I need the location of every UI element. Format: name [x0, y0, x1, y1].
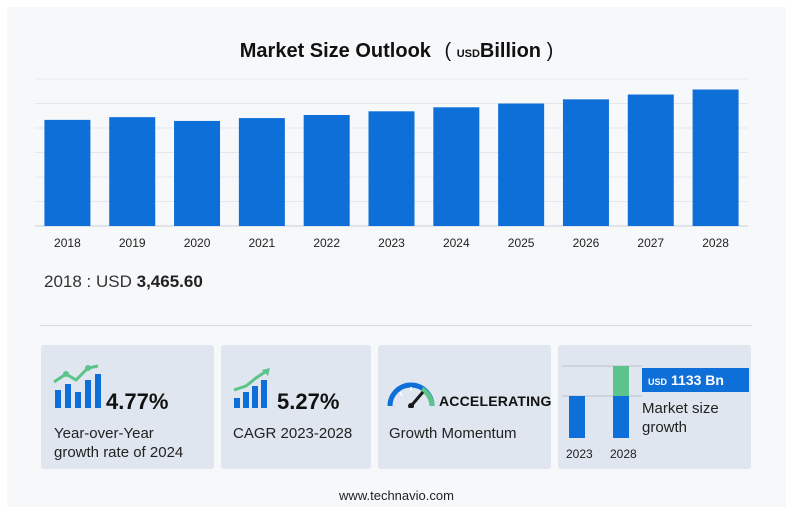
market-caption-line1: Market size	[642, 400, 719, 417]
footer-url[interactable]: www.technavio.com	[339, 488, 454, 503]
cagr-caption: CAGR 2023-2028	[233, 425, 353, 442]
unit-main: Billion	[479, 40, 542, 62]
x-tick-label-2022: 2022	[313, 236, 340, 250]
bar-2019	[109, 117, 156, 226]
momentum-caption: Growth Momentum	[389, 425, 517, 442]
bar-chart: 2018 2019 2020 2021 2022 2023 2024 2025 2026 2027…	[35, 78, 748, 250]
x-tick-label-2020: 2020	[184, 236, 211, 250]
bar-2023	[368, 111, 415, 226]
yoy-value: 4.77%	[106, 389, 169, 414]
bar-2020	[174, 120, 221, 226]
momentum-value: ACCELERATING	[439, 393, 552, 409]
mini-bar-2023	[569, 396, 585, 438]
cagr-value: 5.27%	[277, 389, 340, 414]
base-year-value: 2018 : USD 3,465.60	[44, 272, 203, 292]
x-tick-label-2021: 2021	[249, 236, 276, 250]
market-size-caption: Market size growth	[642, 399, 719, 437]
x-tick-label-2023: 2023	[378, 236, 405, 250]
market-caption-line2: growth	[642, 419, 688, 436]
market-growth-mini-chart	[562, 365, 642, 438]
x-tick-label-2027: 2027	[637, 236, 664, 250]
badge-prefix: USD	[648, 377, 668, 387]
bar-2021	[238, 118, 285, 226]
chart-title-text: Market Size Outlook	[239, 40, 431, 62]
momentum-card	[378, 345, 551, 469]
bar-2022	[303, 114, 350, 226]
x-tick-label-2018: 2018	[54, 236, 81, 250]
mini-bar-growth	[613, 366, 629, 396]
x-tick-label-2024: 2024	[443, 236, 470, 250]
divider	[40, 325, 752, 326]
yoy-caption-line2: growth rate of 2024	[54, 444, 184, 461]
mini-year-2028: 2028	[610, 447, 637, 461]
market-size-badge: USD 1133 Bn	[642, 368, 749, 392]
cagr-chart-icon	[233, 368, 270, 408]
x-tick-label-2025: 2025	[508, 236, 535, 250]
bar-2026	[562, 99, 609, 226]
x-tick-label-2026: 2026	[573, 236, 600, 250]
unit-prefix: USD	[456, 48, 480, 60]
x-tick-label-2019: 2019	[119, 236, 146, 250]
base-year-number: 3,465.60	[136, 272, 203, 291]
base-year-label: 2018 : USD	[44, 272, 132, 291]
mini-bar-2028	[613, 396, 629, 438]
x-tick-label-2028: 2028	[702, 236, 729, 250]
chart-title-unit: ( USDBillion )	[444, 40, 554, 62]
yoy-caption-line1: Year-over-Year	[54, 425, 154, 442]
speedometer-icon	[387, 382, 435, 408]
bar-2025	[498, 103, 545, 226]
growth-chart-icon	[53, 364, 101, 408]
bar-2027	[627, 94, 674, 226]
bar-2028	[692, 89, 739, 227]
bar-2018	[44, 119, 91, 226]
yoy-caption: Year-over-Year growth rate of 2024	[54, 424, 183, 462]
mini-year-2023: 2023	[566, 447, 593, 461]
chart-title: Market Size Outlook ( USDBillion )	[0, 40, 793, 63]
badge-value: 1133 Bn	[671, 372, 724, 388]
bar-2024	[433, 107, 480, 226]
